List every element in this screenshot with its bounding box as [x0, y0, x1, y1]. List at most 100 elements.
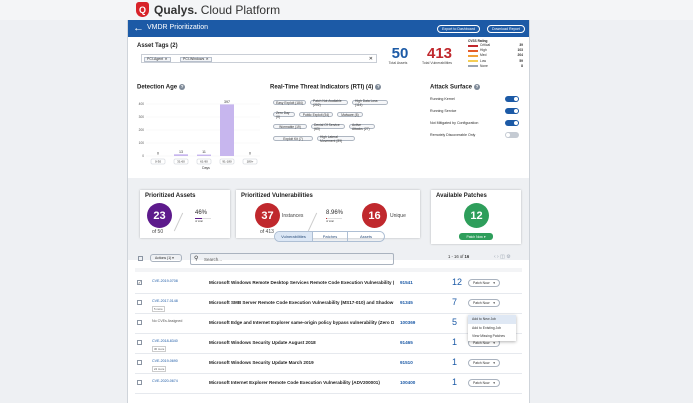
pagination-controls[interactable]: ‹ › ◫ ⚙ — [494, 254, 511, 260]
search-input[interactable]: ⚲ Search... — [190, 253, 394, 265]
cve-link[interactable]: CVE-2020-0674 — [152, 379, 178, 383]
tag-chip[interactable]: PCI-Windows ✕ — [180, 56, 212, 62]
cvss-label: High — [480, 48, 487, 53]
cve-link[interactable]: CVE-2017-0148 — [152, 299, 178, 303]
tab-assets[interactable]: Assets — [359, 234, 372, 239]
actions-dropdown[interactable]: Actions (1) ▾ — [150, 254, 182, 262]
remove-tag-icon[interactable]: ✕ — [164, 57, 168, 61]
row-checkbox[interactable]: ✓ — [137, 280, 142, 285]
table-row[interactable]: CVE-2020-0674 Microsoft Internet Explorer… — [135, 374, 522, 394]
rti-pill[interactable]: Exploit Kit (7) — [273, 136, 313, 141]
cve-link[interactable]: No CVEs Assigned — [152, 319, 183, 323]
x-tick-label: 31-60 — [177, 160, 185, 164]
rti-pill[interactable]: Zero Day (0) — [273, 111, 295, 119]
asset-count[interactable]: 1 — [452, 337, 458, 347]
row-checkbox[interactable] — [137, 360, 142, 365]
patch-now-button[interactable]: Patch Now▾ — [468, 279, 500, 287]
page-header: ← VMDR Prioritization Export to Dashboar… — [128, 20, 529, 37]
download-report-button[interactable]: Download Report — [487, 25, 525, 33]
tag-chip[interactable]: PCI-Agent ✕ — [144, 56, 171, 62]
menu-view-missing-patches[interactable]: View Missing Patches — [472, 334, 505, 339]
prioritized-assets-card: Prioritized Assets 23 of 50 46% of total — [140, 190, 230, 238]
help-icon[interactable]: ? — [474, 84, 481, 90]
attack-surface-toggle[interactable] — [505, 132, 519, 138]
patch-now-button[interactable]: Patch Now▾ — [468, 299, 500, 307]
tab-patches[interactable]: Patches — [313, 232, 348, 241]
table-row[interactable]: CVE-2017-0148 5 more Microsoft SMB Server … — [135, 294, 522, 314]
vuln-title[interactable]: Microsoft Windows Remote Desktop Service… — [209, 280, 394, 285]
qid-link[interactable]: 91465 — [400, 340, 413, 345]
unique-circle[interactable]: 16 — [362, 203, 387, 228]
select-all-checkbox[interactable] — [138, 256, 143, 261]
rti-pill[interactable]: Easy Exploit (184) — [273, 100, 306, 105]
rti-pill[interactable]: Denial Of Service (63) — [311, 123, 345, 131]
asset-count[interactable]: 7 — [452, 297, 458, 307]
qid-link[interactable]: 91541 — [400, 280, 413, 285]
cve-link[interactable]: CVE-2019-0690 — [152, 359, 178, 363]
attack-surface-toggle[interactable] — [505, 120, 519, 126]
remove-tag-icon[interactable]: ✕ — [205, 57, 209, 61]
vuln-title[interactable]: Microsoft SMB Server Remote Code Executi… — [209, 300, 394, 305]
attack-surface-toggle[interactable] — [505, 108, 519, 114]
rti-pill[interactable]: High Data Loss (114) — [352, 99, 388, 107]
clear-tags-icon[interactable]: ✕ — [368, 56, 373, 62]
rti-pill[interactable]: High Lateral Movement (89) — [317, 135, 355, 143]
patch-now-button[interactable]: Patch Now▾ — [468, 359, 500, 367]
row-checkbox[interactable] — [137, 380, 142, 385]
table-row[interactable]: ✓ CVE-2019-0708 Microsoft Windows Remote D… — [135, 274, 522, 294]
cvss-row-critical: Critical 39 — [468, 43, 523, 48]
cve-link[interactable]: CVE-2018-8340 — [152, 339, 178, 343]
vulns-percent: 8.96% — [326, 210, 344, 216]
patch-now-button[interactable]: Patch Now ▾ — [459, 233, 493, 240]
vuln-title[interactable]: Microsoft Edge and Internet Explorer sam… — [209, 320, 394, 325]
instances-label: Instances — [282, 213, 304, 219]
available-patches-circle[interactable]: 12 — [464, 203, 489, 228]
qid-link[interactable]: 100400 — [400, 380, 416, 385]
prioritized-assets-circle[interactable]: 23 — [147, 203, 172, 228]
qid-link[interactable]: 100369 — [400, 320, 416, 325]
divider — [307, 212, 318, 232]
back-arrow-icon[interactable]: ← — [133, 22, 144, 34]
x-tick-box — [150, 158, 166, 165]
instances-circle[interactable]: 37 — [255, 203, 280, 228]
table-row[interactable]: No CVEs Assigned Microsoft Edge and Inter… — [135, 314, 522, 334]
row-checkbox[interactable] — [137, 300, 142, 305]
qid-link[interactable]: 91345 — [400, 300, 413, 305]
asset-count[interactable]: 5 — [452, 317, 458, 327]
patch-now-button[interactable]: Patch Now▾ — [468, 379, 500, 387]
asset-count[interactable]: 1 — [452, 377, 458, 387]
brand-logo[interactable]: Q Qualys. Cloud Platform — [136, 2, 280, 17]
qualys-shield-icon: Q — [136, 2, 149, 17]
total-assets-block: 50 Total Assets — [389, 46, 410, 65]
patch-dropdown-menu: Add to New Job Add to Existing Job View … — [468, 315, 516, 341]
row-checkbox[interactable] — [137, 320, 142, 325]
rti-pill[interactable]: Public Exploit (54) — [299, 112, 333, 117]
rti-pill[interactable]: Active Attacks (27) — [349, 123, 375, 131]
rti-pill[interactable]: Malware (8) — [337, 112, 363, 117]
table-row[interactable]: CVE-2018-8340 30 more Microsoft Windows Se… — [135, 334, 522, 354]
qid-link[interactable]: 91510 — [400, 360, 413, 365]
attack-surface-toggle[interactable] — [505, 96, 519, 102]
menu-add-existing-job[interactable]: Add to Existing Job — [472, 325, 502, 330]
vuln-title[interactable]: Microsoft Windows Security Update August… — [209, 340, 316, 345]
export-to-dashboard-button[interactable]: Export to Dashboard — [437, 25, 480, 33]
vuln-title[interactable]: Microsoft Windows Security Update March … — [209, 360, 314, 365]
asset-count[interactable]: 12 — [452, 277, 463, 287]
menu-add-new-job[interactable]: Add to New Job — [468, 315, 516, 324]
y-tick-label: 300 — [139, 115, 145, 119]
help-icon[interactable]: ? — [375, 84, 382, 90]
cvss-color-bar — [468, 65, 478, 68]
asset-tags-input[interactable]: PCI-Agent ✕ PCI-Windows ✕ ✕ — [141, 54, 377, 63]
asset-count[interactable]: 1 — [452, 357, 458, 367]
bar-61-90 — [197, 154, 211, 156]
help-icon[interactable]: ? — [179, 84, 186, 90]
table-row[interactable]: CVE-2019-0690 24 more Microsoft Windows Se… — [135, 354, 522, 374]
rti-pill[interactable]: Patch Not Available (202) — [310, 99, 348, 107]
total-vulns-label: Total Vulnerabilities — [422, 61, 453, 65]
tab-vulnerabilities[interactable]: Vulnerabilities — [275, 232, 313, 241]
rti-pill[interactable]: Wormable (19) — [273, 124, 307, 129]
available-patches-title: Available Patches — [436, 193, 487, 199]
row-checkbox[interactable] — [137, 340, 142, 345]
vuln-title[interactable]: Microsoft Internet Explorer Remote Code … — [209, 380, 380, 385]
cve-link[interactable]: CVE-2019-0708 — [152, 279, 178, 283]
